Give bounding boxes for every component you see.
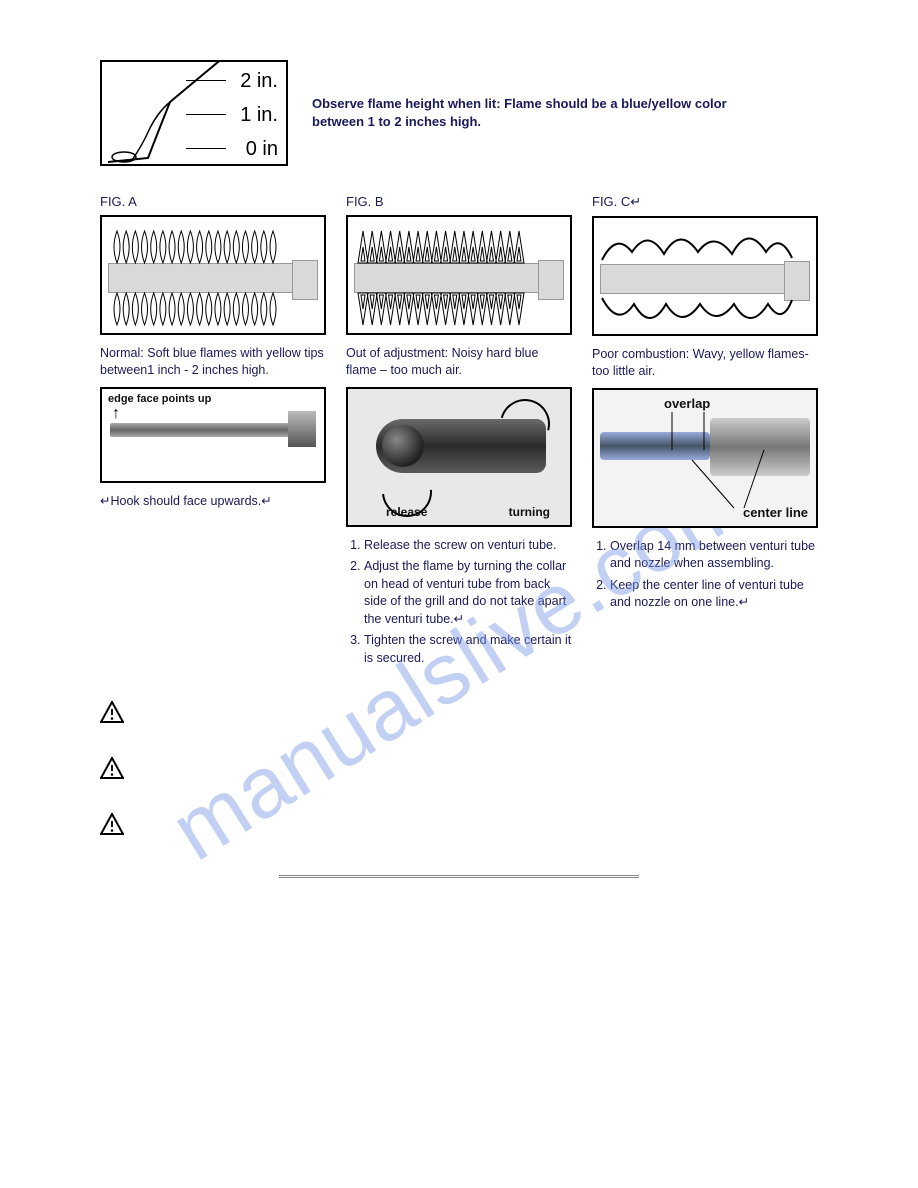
warning-icon	[100, 813, 124, 835]
edge-face-label: edge face points up	[108, 393, 211, 405]
fig-c-diagram	[592, 216, 818, 336]
fig-c-photo: overlap center line	[592, 388, 818, 528]
tick-2in: 2 in.	[240, 70, 278, 93]
fig-b-title: FIG. B	[346, 194, 572, 209]
tick-0in: 0 in	[246, 138, 278, 161]
figures-row: FIG. A Normal: Soft blue flames with yel…	[100, 194, 818, 671]
warning-icon	[100, 757, 124, 779]
turning-label: turning	[509, 505, 550, 519]
centerline-label: center line	[743, 505, 808, 520]
fig-a-title: FIG. A	[100, 194, 326, 209]
fig-a-photo: edge face points up ↑	[100, 387, 326, 483]
warning-block-3	[100, 813, 818, 835]
list-item: Tighten the screw and make certain it is…	[364, 632, 572, 667]
fig-b-caption: Out of adjustment: Noisy hard blue flame…	[346, 345, 572, 379]
fig-c-steps: Overlap 14 mm between venturi tube and n…	[592, 538, 818, 612]
fig-b-steps: Release the screw on venturi tube. Adjus…	[346, 537, 572, 668]
hook-text: ↵Hook should face upwards.↵	[100, 493, 326, 510]
tick-1in: 1 in.	[240, 104, 278, 127]
fig-c-flames	[594, 218, 816, 334]
fig-a-caption: Normal: Soft blue flames with yellow tip…	[100, 345, 326, 379]
list-item: Keep the center line of venturi tube and…	[610, 577, 818, 612]
warning-icon	[100, 701, 124, 723]
fig-c-title: FIG. C↵	[592, 194, 818, 210]
fig-c-caption: Poor combustion: Wavy, yellow flames- to…	[592, 346, 818, 380]
observe-flame-text: Observe flame height when lit: Flame sho…	[312, 95, 742, 131]
flame-height-diagram: 2 in. 1 in. 0 in	[100, 60, 288, 166]
warning-block-2	[100, 757, 818, 779]
warning-block-1	[100, 701, 818, 723]
flame-height-row: 2 in. 1 in. 0 in Observe flame height wh…	[100, 60, 818, 166]
fig-b-flames	[348, 217, 570, 333]
fig-b-diagram	[346, 215, 572, 335]
footer-divider	[279, 875, 639, 878]
up-arrow-icon: ↑	[112, 405, 120, 423]
fig-c-column: FIG. C↵ Poor combustion: Wavy, yellow fl…	[592, 194, 818, 671]
list-item: Overlap 14 mm between venturi tube and n…	[610, 538, 818, 573]
fig-a-column: FIG. A Normal: Soft blue flames with yel…	[100, 194, 326, 671]
fig-a-diagram	[100, 215, 326, 335]
list-item: Adjust the flame by turning the collar o…	[364, 558, 572, 628]
release-label: release	[386, 505, 427, 519]
fig-a-flames	[102, 217, 324, 333]
list-item: Release the screw on venturi tube.	[364, 537, 572, 555]
fig-b-column: FIG. B Out of adjustment: Noisy hard blu…	[346, 194, 572, 671]
fig-b-photo: release turning	[346, 387, 572, 527]
